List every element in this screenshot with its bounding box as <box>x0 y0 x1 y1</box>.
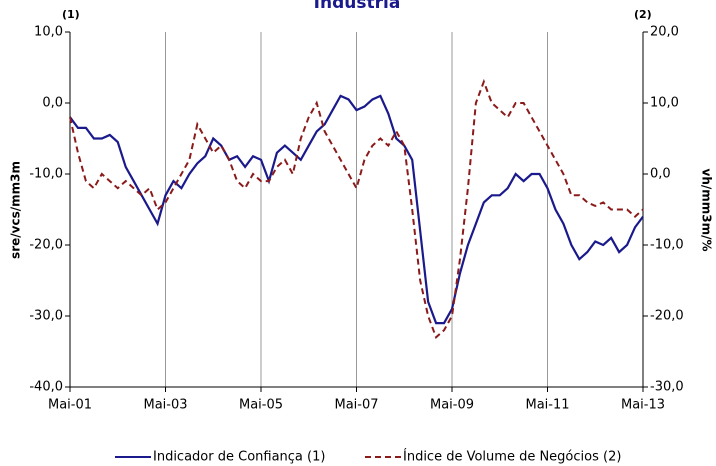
y-tick-label: 0,0 <box>42 96 63 111</box>
annotation: (1) <box>62 8 80 21</box>
series-line <box>69 94 644 325</box>
y2-tick-label: -20,0 <box>650 309 684 324</box>
y-tick-label: -10,0 <box>29 167 63 182</box>
x-tick-label: Mai-11 <box>525 398 569 413</box>
y2-tick-label: 0,0 <box>650 167 671 182</box>
chart-title: Indústria <box>314 0 401 13</box>
annotation: (2) <box>634 8 652 21</box>
x-tick-label: Mai-09 <box>430 398 474 413</box>
x-tick-label: Mai-07 <box>334 398 378 413</box>
y2-axis-label: vh/mm3m/% <box>700 168 714 251</box>
series-line <box>69 78 644 340</box>
y-tick-label: -20,0 <box>29 238 63 253</box>
y2-tick-label: -30,0 <box>650 380 684 395</box>
y2-tick-label: -10,0 <box>650 238 684 253</box>
y-tick-label: -40,0 <box>29 380 63 395</box>
x-tick-label: Mai-03 <box>143 398 187 413</box>
y-tick-label: -30,0 <box>29 309 63 324</box>
legend-label: Índice de Volume de Negócios (2) <box>403 449 621 465</box>
x-tick-label: Mai-01 <box>48 398 92 413</box>
legend-label: Indicador de Confiança (1) <box>153 450 325 465</box>
x-tick-label: Mai-05 <box>239 398 283 413</box>
y-tick-label: 10,0 <box>34 25 63 40</box>
y-axis-label: sre/vcs/mm3m <box>9 161 23 259</box>
y2-tick-label: 10,0 <box>650 96 679 111</box>
y2-tick-label: 20,0 <box>650 25 679 40</box>
x-tick-label: Mai-13 <box>621 398 665 413</box>
